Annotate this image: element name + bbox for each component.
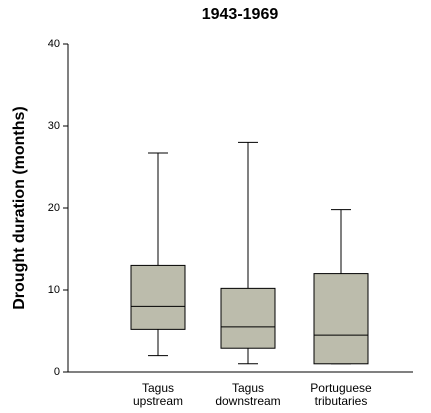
y-tick-label: 20 [48,202,60,214]
x-tick-label: tributaries [315,394,368,408]
y-tick-label: 40 [48,38,60,50]
y-axis-label: Drought duration (months) [11,106,28,310]
y-tick-label: 0 [54,366,60,378]
x-tick-label: Tagus [142,381,174,395]
y-tick-label: 10 [48,284,60,296]
box [313,273,369,365]
chart-title: 1943-1969 [202,6,279,23]
x-tick-label: upstream [133,394,183,408]
box [220,287,276,349]
y-tick-label: 30 [48,120,60,132]
box [130,264,186,330]
x-tick-label: Tagus [232,381,264,395]
x-tick-label: Portuguese [310,381,372,395]
x-tick-label: downstream [215,394,280,408]
